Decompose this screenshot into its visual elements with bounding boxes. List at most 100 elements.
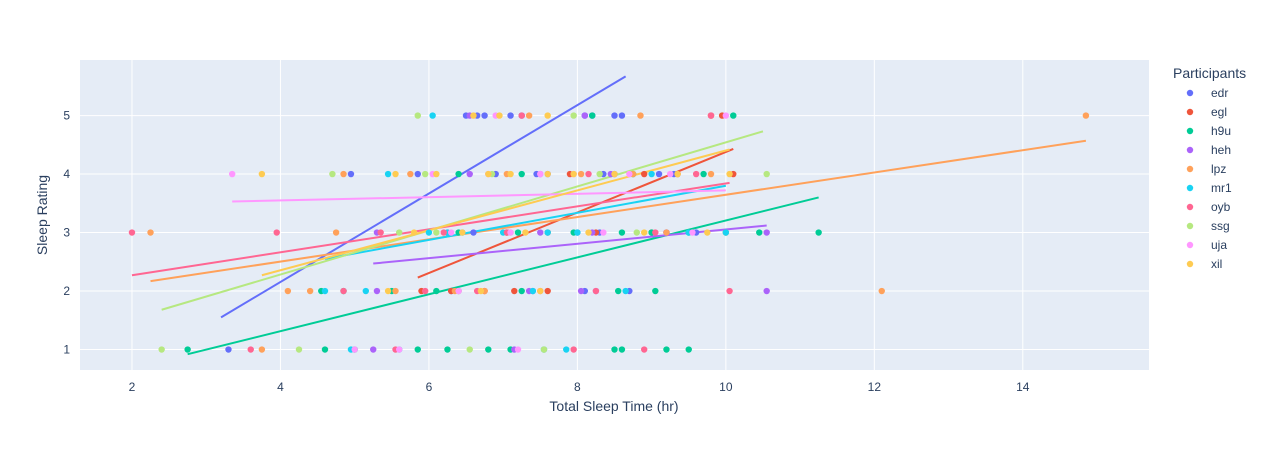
data-point[interactable] xyxy=(258,346,266,353)
legend-item-xil[interactable]: xil xyxy=(1186,257,1223,271)
data-point[interactable] xyxy=(618,229,626,236)
data-point[interactable] xyxy=(730,112,737,119)
legend-item-uja[interactable]: uja xyxy=(1186,238,1228,252)
data-point[interactable] xyxy=(692,170,700,178)
legend-item-heh[interactable]: heh xyxy=(1186,143,1231,157)
data-point[interactable] xyxy=(537,170,544,178)
data-point[interactable] xyxy=(652,287,659,295)
data-point[interactable] xyxy=(633,229,640,236)
data-point[interactable] xyxy=(611,346,618,353)
data-point[interactable] xyxy=(433,170,440,178)
data-point[interactable] xyxy=(522,229,529,236)
data-point[interactable] xyxy=(384,170,392,178)
data-point[interactable] xyxy=(332,229,340,236)
data-point[interactable] xyxy=(707,170,715,178)
data-point[interactable] xyxy=(1082,112,1090,119)
data-point[interactable] xyxy=(570,112,577,119)
data-point[interactable] xyxy=(329,170,336,178)
data-point[interactable] xyxy=(340,170,347,178)
data-point[interactable] xyxy=(518,287,525,295)
data-point[interactable] xyxy=(466,346,473,353)
legend-item-mr1[interactable]: mr1 xyxy=(1186,181,1232,195)
data-point[interactable] xyxy=(429,112,436,119)
data-point[interactable] xyxy=(507,170,514,178)
data-point[interactable] xyxy=(663,229,670,236)
data-point[interactable] xyxy=(514,229,522,236)
data-point[interactable] xyxy=(537,287,544,295)
data-point[interactable] xyxy=(685,346,692,353)
data-point[interactable] xyxy=(511,287,518,295)
data-point[interactable] xyxy=(414,170,421,178)
data-point[interactable] xyxy=(640,229,648,236)
data-point[interactable] xyxy=(663,346,670,353)
data-point[interactable] xyxy=(689,229,696,236)
data-point[interactable] xyxy=(396,346,403,353)
data-point[interactable] xyxy=(544,287,551,295)
legend-item-h9u[interactable]: h9u xyxy=(1186,124,1231,138)
data-point[interactable] xyxy=(496,112,503,119)
data-point[interactable] xyxy=(592,287,600,295)
data-point[interactable] xyxy=(455,170,462,178)
data-point[interactable] xyxy=(514,346,522,353)
data-point[interactable] xyxy=(570,346,577,353)
data-point[interactable] xyxy=(544,229,551,236)
data-point[interactable] xyxy=(537,229,544,236)
data-point[interactable] xyxy=(414,112,421,119)
data-point[interactable] xyxy=(540,346,548,353)
data-point[interactable] xyxy=(370,346,377,353)
data-point[interactable] xyxy=(392,287,399,295)
data-point[interactable] xyxy=(321,346,329,353)
data-point[interactable] xyxy=(640,346,648,353)
data-point[interactable] xyxy=(652,229,659,236)
data-point[interactable] xyxy=(618,346,626,353)
data-point[interactable] xyxy=(585,229,592,236)
legend-item-edr[interactable]: edr xyxy=(1186,86,1229,100)
data-point[interactable] xyxy=(518,170,525,178)
data-point[interactable] xyxy=(525,112,533,119)
data-point[interactable] xyxy=(637,112,644,119)
data-point[interactable] xyxy=(396,229,403,236)
data-point[interactable] xyxy=(295,346,303,353)
data-point[interactable] xyxy=(321,287,329,295)
data-point[interactable] xyxy=(722,112,730,119)
data-point[interactable] xyxy=(485,170,492,178)
data-point[interactable] xyxy=(585,170,592,178)
data-point[interactable] xyxy=(878,287,885,295)
data-point[interactable] xyxy=(228,170,236,178)
data-point[interactable] xyxy=(470,112,477,119)
data-point[interactable] xyxy=(440,229,447,236)
data-point[interactable] xyxy=(421,170,429,178)
data-point[interactable] xyxy=(674,170,681,178)
data-point[interactable] xyxy=(425,229,433,236)
data-point[interactable] xyxy=(763,170,770,178)
data-point[interactable] xyxy=(373,287,381,295)
data-point[interactable] xyxy=(455,287,462,295)
data-point[interactable] xyxy=(518,112,525,119)
data-point[interactable] xyxy=(407,170,414,178)
data-point[interactable] xyxy=(596,170,603,178)
data-point[interactable] xyxy=(273,229,280,236)
data-point[interactable] xyxy=(306,287,314,295)
data-point[interactable] xyxy=(477,287,485,295)
data-point[interactable] xyxy=(756,229,763,236)
data-point[interactable] xyxy=(351,346,358,353)
data-point[interactable] xyxy=(763,287,770,295)
data-point[interactable] xyxy=(485,346,492,353)
data-point[interactable] xyxy=(611,112,618,119)
data-point[interactable] xyxy=(707,112,715,119)
data-point[interactable] xyxy=(615,287,622,295)
data-point[interactable] xyxy=(362,287,370,295)
data-point[interactable] xyxy=(726,170,733,178)
legend-item-lpz[interactable]: lpz xyxy=(1186,162,1227,176)
data-point[interactable] xyxy=(815,229,822,236)
data-point[interactable] xyxy=(470,229,477,236)
data-point[interactable] xyxy=(529,287,537,295)
data-point[interactable] xyxy=(507,112,514,119)
data-point[interactable] xyxy=(459,229,466,236)
data-point[interactable] xyxy=(347,170,355,178)
data-point[interactable] xyxy=(666,170,674,178)
legend-item-ssg[interactable]: ssg xyxy=(1186,219,1230,233)
data-point[interactable] xyxy=(577,287,585,295)
data-point[interactable] xyxy=(704,229,711,236)
data-point[interactable] xyxy=(577,170,585,178)
